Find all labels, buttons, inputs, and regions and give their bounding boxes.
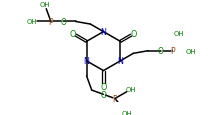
Text: O: O: [100, 82, 107, 91]
Text: N: N: [84, 57, 89, 66]
Text: O: O: [131, 30, 137, 39]
Text: N: N: [117, 57, 123, 66]
Text: OH: OH: [126, 87, 136, 92]
Text: O: O: [158, 47, 163, 56]
Text: O: O: [100, 90, 106, 99]
Text: O: O: [60, 18, 66, 27]
Text: OH: OH: [27, 19, 38, 25]
Text: OH: OH: [174, 31, 184, 37]
Text: O: O: [70, 30, 76, 39]
Text: P: P: [113, 94, 117, 103]
Text: OH: OH: [39, 2, 50, 8]
Text: OH: OH: [186, 48, 197, 54]
Text: P: P: [171, 47, 175, 56]
Text: N: N: [100, 28, 106, 37]
Text: OH: OH: [121, 110, 132, 115]
Text: P: P: [48, 18, 53, 27]
